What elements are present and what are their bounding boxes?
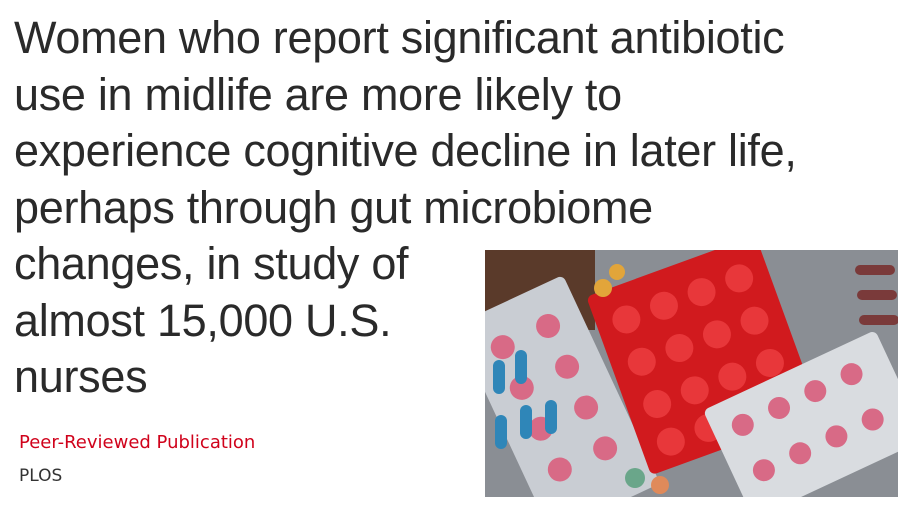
headline-line: Women who report significant antibiotic xyxy=(14,12,785,63)
headline: Women who report significant antibiotic u… xyxy=(14,10,797,406)
headline-line: changes, in study of xyxy=(14,238,409,289)
headline-line: nurses xyxy=(14,351,148,402)
pills-photo xyxy=(485,250,898,497)
headline-line: perhaps through gut microbiome xyxy=(14,181,653,233)
headline-line: use in midlife are more likely to xyxy=(14,68,622,120)
headline-line: experience cognitive decline in later li… xyxy=(14,125,797,176)
source: PLOS xyxy=(19,466,63,486)
publication-type: Peer-Reviewed Publication xyxy=(19,432,256,453)
headline-line: almost 15,000 U.S. xyxy=(14,294,392,346)
